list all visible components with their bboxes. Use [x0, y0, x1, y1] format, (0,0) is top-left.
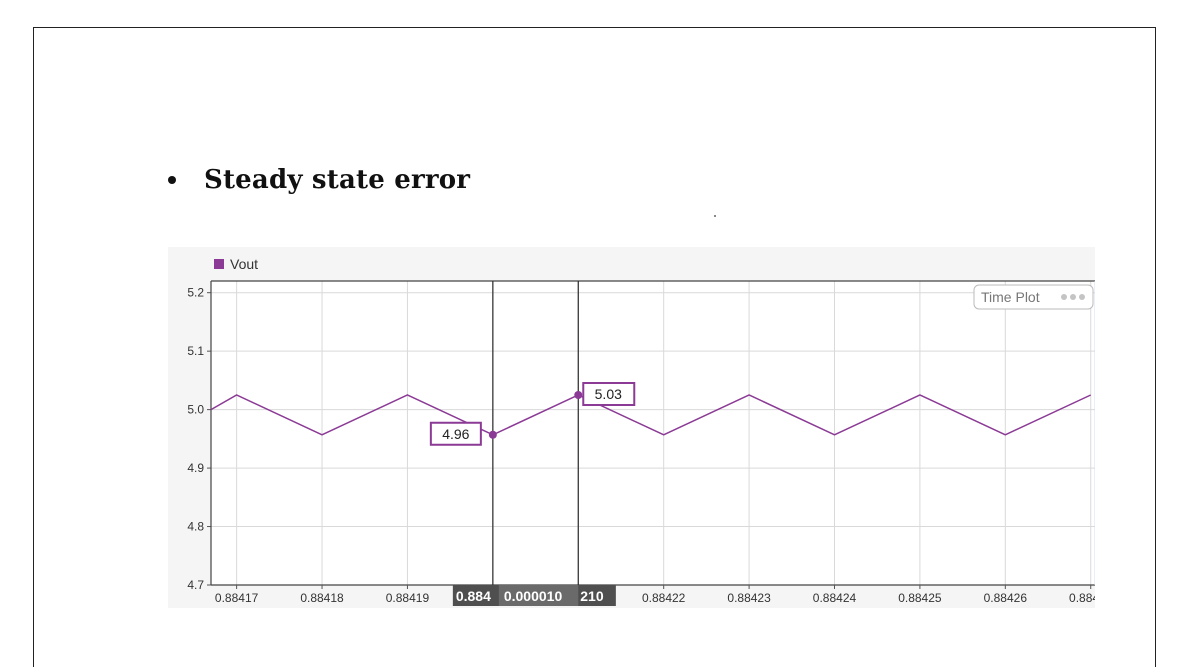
x-tick-label: 0.88417 [215, 591, 259, 605]
x-tick-label: 0.88426 [984, 591, 1028, 605]
legend-swatch [214, 259, 224, 269]
time-plot-label: Time Plot [981, 289, 1040, 305]
x-tick-label: 0.88427 [1069, 591, 1095, 605]
cursor-value-box [429, 421, 482, 446]
x-tick-label: 0.88424 [813, 591, 857, 605]
bullet-item: Steady state error [168, 162, 470, 198]
y-tick-label: 4.9 [187, 461, 204, 475]
y-tick-label: 5.0 [187, 403, 204, 417]
cursor-marker[interactable] [488, 430, 497, 439]
cursor-readout-delta: 0.000010 [504, 588, 563, 604]
y-tick-label: 4.8 [187, 520, 204, 534]
cursor-readout-right: 210 [580, 588, 604, 604]
bullet-dot-icon [168, 176, 176, 184]
y-tick-label: 5.1 [187, 344, 204, 358]
time-plot[interactable]: 4.7 4.8 4.9 5.0 5.1 5.2 0.88417 0.88418 0.88419 0… [168, 247, 1095, 608]
x-tick-label: 0.88422 [642, 591, 686, 605]
time-plot-badge[interactable] [973, 284, 1094, 310]
slide-frame [33, 27, 1156, 667]
cursor-value-label-2: 5.03 [595, 386, 622, 402]
legend-label: Vout [230, 256, 258, 272]
x-tick-label: 0.88423 [727, 591, 771, 605]
more-options-dot-icon[interactable] [1070, 294, 1076, 300]
cursor-value-label-1: 4.96 [442, 426, 469, 442]
x-tick-label: 0.88419 [386, 591, 430, 605]
cursor-readout-left: 0.884 [456, 588, 491, 604]
more-options-dot-icon[interactable] [1061, 294, 1067, 300]
bullet-heading: Steady state error [204, 165, 471, 195]
x-tick-label: 0.88418 [300, 591, 344, 605]
y-tick-label: 4.7 [187, 578, 204, 592]
cursor-marker[interactable] [574, 391, 583, 399]
chart-canvas[interactable]: 4.7 4.8 4.9 5.0 5.1 5.2 0.88417 0.88418 0.88419 0… [168, 247, 1095, 608]
x-tick-label: 0.88425 [898, 591, 942, 605]
cursor-delta-bar [498, 585, 579, 606]
cursor-value-box [582, 382, 636, 406]
series-line-vout [210, 394, 1092, 436]
y-tick-label: 5.2 [187, 286, 204, 300]
stray-dot [714, 215, 716, 217]
plot-area [211, 281, 1095, 585]
more-options-dot-icon[interactable] [1079, 294, 1085, 300]
